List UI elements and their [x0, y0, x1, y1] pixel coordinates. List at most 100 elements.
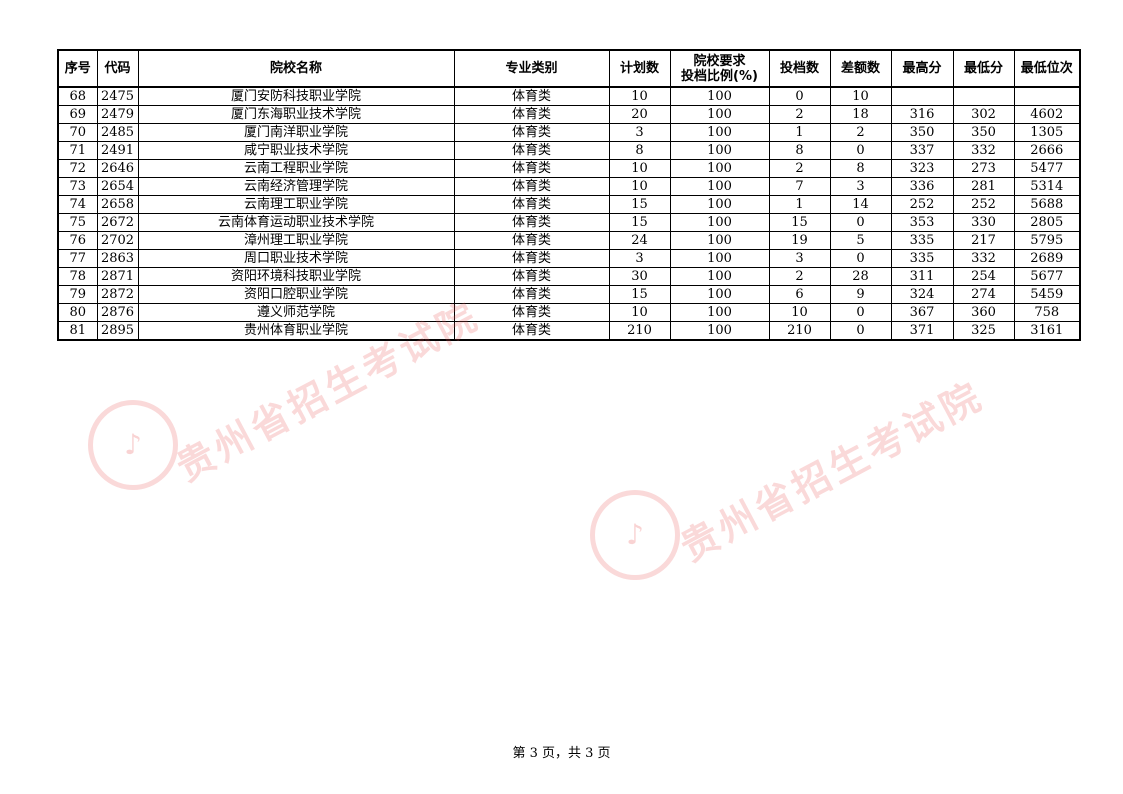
- table-cell: 3: [608, 249, 671, 268]
- table-cell: 体育类: [453, 159, 610, 178]
- table-cell: 20: [608, 105, 671, 124]
- table-cell: 30: [608, 267, 671, 286]
- table-cell: 8: [829, 159, 892, 178]
- table-cell: [952, 86, 1015, 106]
- table-cell: 贵州体育职业学院: [137, 321, 455, 341]
- table-cell: 咸宁职业技术学院: [137, 141, 455, 160]
- table-cell: 5459: [1013, 285, 1081, 304]
- table-cell: 350: [952, 123, 1015, 142]
- table-cell: 72: [57, 159, 98, 178]
- table-cell: 2: [768, 267, 831, 286]
- table-cell: 体育类: [453, 105, 610, 124]
- column-header: 序号: [57, 49, 98, 88]
- column-header: 差额数: [829, 49, 892, 88]
- table-cell: 70: [57, 123, 98, 142]
- column-header: 最低分: [952, 49, 1015, 88]
- table-cell: 10: [829, 86, 892, 106]
- table-cell: 15: [608, 213, 671, 232]
- table-cell: 5795: [1013, 231, 1081, 250]
- table-cell: 332: [952, 249, 1015, 268]
- table-cell: 体育类: [453, 321, 610, 341]
- table-cell: 遵义师范学院: [137, 303, 455, 322]
- table-cell: 2491: [96, 141, 139, 160]
- table-cell: 7: [768, 177, 831, 196]
- table-cell: 15: [768, 213, 831, 232]
- table-cell: 210: [608, 321, 671, 341]
- table-cell: 资阳环境科技职业学院: [137, 267, 455, 286]
- table-cell: 4602: [1013, 105, 1081, 124]
- table-cell: 2672: [96, 213, 139, 232]
- table-cell: 1: [768, 123, 831, 142]
- table-cell: 漳州理工职业学院: [137, 231, 455, 250]
- table-cell: 71: [57, 141, 98, 160]
- table-cell: 15: [608, 195, 671, 214]
- table-cell: 335: [890, 231, 954, 250]
- table-cell: 100: [669, 123, 770, 142]
- table-cell: 330: [952, 213, 1015, 232]
- table-cell: 325: [952, 321, 1015, 341]
- table-cell: 210: [768, 321, 831, 341]
- column-header: 代码: [96, 49, 139, 88]
- table-cell: 2479: [96, 105, 139, 124]
- table-cell: 体育类: [453, 231, 610, 250]
- table-cell: 9: [829, 285, 892, 304]
- table-cell: 217: [952, 231, 1015, 250]
- table-cell: 0: [829, 303, 892, 322]
- table-cell: 0: [829, 249, 892, 268]
- table-cell: 云南理工职业学院: [137, 195, 455, 214]
- table-cell: 8: [768, 141, 831, 160]
- table-cell: 77: [57, 249, 98, 268]
- watermark-logo-icon: ♪: [88, 400, 178, 490]
- table-cell: 254: [952, 267, 1015, 286]
- table-row: 71 2491 咸宁职业技术学院 体育类 8 100 8 0 337 332 2666: [57, 141, 1081, 160]
- table-cell: 2895: [96, 321, 139, 341]
- watermark-text: 贵州省招生考试院: [673, 373, 991, 571]
- table-cell: 0: [768, 86, 831, 106]
- table-cell: 2872: [96, 285, 139, 304]
- table-cell: 周口职业技术学院: [137, 249, 455, 268]
- column-header: 最高分: [890, 49, 954, 88]
- table-cell: 2: [829, 123, 892, 142]
- table-cell: 10: [608, 86, 671, 106]
- table-cell: 24: [608, 231, 671, 250]
- table-row: 72 2646 云南工程职业学院 体育类 10 100 2 8 323 273 5477: [57, 159, 1081, 178]
- table-cell: 337: [890, 141, 954, 160]
- table-cell: 324: [890, 285, 954, 304]
- table-cell: 367: [890, 303, 954, 322]
- table-cell: 体育类: [453, 267, 610, 286]
- column-header: 专业类别: [453, 49, 610, 88]
- table-cell: 14: [829, 195, 892, 214]
- table-cell: 2485: [96, 123, 139, 142]
- table-cell: 758: [1013, 303, 1081, 322]
- table-cell: 体育类: [453, 86, 610, 106]
- table-cell: 10: [768, 303, 831, 322]
- table-row: 77 2863 周口职业技术学院 体育类 3 100 3 0 335 332 2689: [57, 249, 1081, 268]
- table-cell: 6: [768, 285, 831, 304]
- table-cell: 3: [768, 249, 831, 268]
- table-cell: 100: [669, 86, 770, 106]
- table-row: 73 2654 云南经济管理学院 体育类 10 100 7 3 336 281 5314: [57, 177, 1081, 196]
- table-cell: 75: [57, 213, 98, 232]
- table-cell: 78: [57, 267, 98, 286]
- table-cell: 100: [669, 231, 770, 250]
- table-cell: 281: [952, 177, 1015, 196]
- table-cell: 100: [669, 285, 770, 304]
- table-cell: 厦门东海职业技术学院: [137, 105, 455, 124]
- table-cell: 79: [57, 285, 98, 304]
- table-cell: [1013, 86, 1081, 106]
- table-cell: 274: [952, 285, 1015, 304]
- table-cell: 2871: [96, 267, 139, 286]
- table-cell: 100: [669, 105, 770, 124]
- table-row: 76 2702 漳州理工职业学院 体育类 24 100 19 5 335 217 5795: [57, 231, 1081, 250]
- table-cell: 10: [608, 303, 671, 322]
- table-cell: 3: [608, 123, 671, 142]
- table-cell: 371: [890, 321, 954, 341]
- table-cell: 1305: [1013, 123, 1081, 142]
- table-cell: 302: [952, 105, 1015, 124]
- table-cell: 5: [829, 231, 892, 250]
- table-cell: 81: [57, 321, 98, 341]
- table-cell: 80: [57, 303, 98, 322]
- column-header: 院校要求 投档比例(%): [669, 49, 770, 88]
- table-row: 80 2876 遵义师范学院 体育类 10 100 10 0 367 360 758: [57, 303, 1081, 322]
- table-row: 81 2895 贵州体育职业学院 体育类 210 100 210 0 371 325 3161: [57, 321, 1081, 341]
